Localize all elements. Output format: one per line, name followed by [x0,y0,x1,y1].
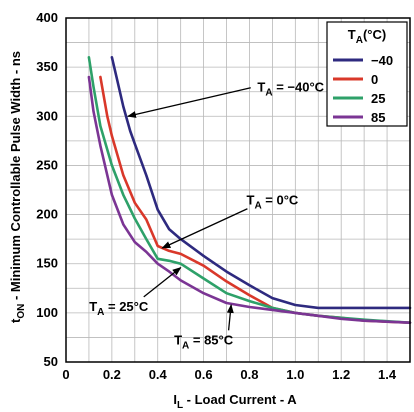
annotation-arrow [126,87,251,118]
x-tick-label: 0.6 [195,367,213,382]
legend-box [326,21,408,127]
y-axis-title: tON - Minimum Controllable Pulse Width -… [8,51,27,323]
annotation-label: TA = −40°C [257,80,324,99]
y-tick-label: 50 [44,354,58,369]
x-tick-label: 0.8 [240,367,258,382]
plot-frame [65,17,411,363]
x-tick-label: 1.2 [332,367,350,382]
legend-label: −40 [371,53,393,68]
legend-label: 25 [371,91,385,106]
y-tick-label: 250 [36,157,58,172]
legend-label: 85 [371,110,385,125]
x-axis-title: IL - Load Current - A [173,392,297,411]
annotation-label: TA = 25°C [89,299,149,318]
legend-label: 0 [371,72,378,87]
annotation-label: TA = 0°C [246,193,298,212]
y-tick-label: 200 [36,207,58,222]
x-tick-label: 0.4 [149,367,168,382]
x-tick-label: 0 [62,367,69,382]
x-tick-label: 1.4 [378,367,397,382]
x-tick-label: 1.0 [286,367,304,382]
y-tick-label: 300 [36,108,58,123]
y-tick-labels: 50 100 150 200 250 300 350 400 [36,10,58,369]
x-tick-label: 0.2 [103,367,121,382]
annotation-arrow [143,267,182,298]
legend-title: TA(°C) [348,27,386,46]
x-tick-labels: 0 0.2 0.4 0.6 0.8 1.0 1.2 1.4 [62,367,396,382]
annotation-arrow [161,208,248,249]
y-tick-label: 400 [36,10,58,25]
annotation-label: TA = 85°C [174,332,234,351]
annotation-arrow [226,303,234,331]
series-line-85 [87,75,412,324]
legend: TA(°C) −40 0 25 85 [326,21,408,127]
y-tick-label: 100 [36,305,58,320]
series-lines [87,56,412,324]
annotations: TA = −40°C TA = 0°C TA = 25°C TA = 85°C [89,80,324,352]
series-line-−40 [110,56,412,310]
y-tick-label: 350 [36,59,58,74]
y-tick-label: 150 [36,256,58,271]
